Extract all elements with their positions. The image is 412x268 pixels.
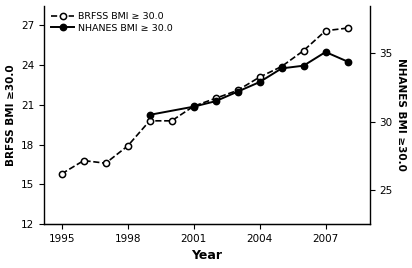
NHANES BMI ≥ 30.0: [345, 60, 350, 63]
NHANES BMI ≥ 30.0: [213, 100, 218, 103]
BRFSS BMI ≥ 30.0: [103, 162, 108, 165]
NHANES BMI ≥ 30.0: [235, 90, 240, 93]
NHANES BMI ≥ 30.0: [301, 64, 306, 67]
BRFSS BMI ≥ 30.0: [169, 119, 174, 122]
BRFSS BMI ≥ 30.0: [81, 159, 86, 162]
NHANES BMI ≥ 30.0: [323, 50, 328, 54]
BRFSS BMI ≥ 30.0: [323, 29, 328, 32]
BRFSS BMI ≥ 30.0: [147, 119, 152, 122]
BRFSS BMI ≥ 30.0: [279, 65, 284, 68]
BRFSS BMI ≥ 30.0: [59, 172, 64, 176]
NHANES BMI ≥ 30.0: [147, 113, 152, 117]
X-axis label: Year: Year: [191, 250, 222, 262]
NHANES BMI ≥ 30.0: [279, 67, 284, 70]
BRFSS BMI ≥ 30.0: [213, 97, 218, 100]
Y-axis label: NHANES BMI ≥30.0: NHANES BMI ≥30.0: [396, 58, 407, 171]
NHANES BMI ≥ 30.0: [257, 80, 262, 84]
BRFSS BMI ≥ 30.0: [125, 144, 130, 148]
Line: BRFSS BMI ≥ 30.0: BRFSS BMI ≥ 30.0: [59, 25, 351, 177]
BRFSS BMI ≥ 30.0: [257, 76, 262, 79]
BRFSS BMI ≥ 30.0: [191, 105, 196, 108]
Legend: BRFSS BMI ≥ 30.0, NHANES BMI ≥ 30.0: BRFSS BMI ≥ 30.0, NHANES BMI ≥ 30.0: [49, 10, 175, 34]
Line: NHANES BMI ≥ 30.0: NHANES BMI ≥ 30.0: [147, 49, 351, 118]
BRFSS BMI ≥ 30.0: [345, 27, 350, 30]
BRFSS BMI ≥ 30.0: [301, 49, 306, 52]
BRFSS BMI ≥ 30.0: [235, 89, 240, 92]
Y-axis label: BRFSS BMI ≥30.0: BRFSS BMI ≥30.0: [5, 64, 16, 166]
NHANES BMI ≥ 30.0: [191, 105, 196, 108]
